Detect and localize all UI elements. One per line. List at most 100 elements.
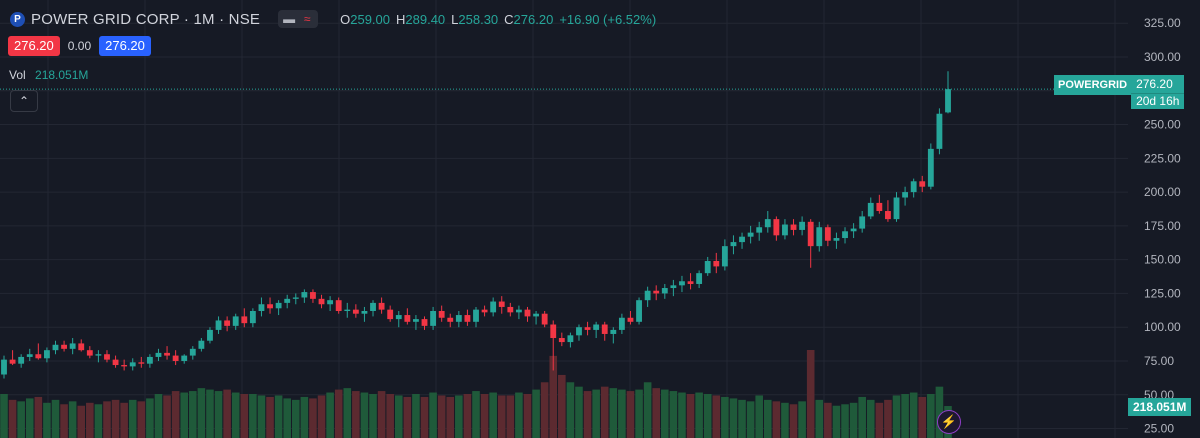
- volume-bar: [661, 389, 669, 438]
- candle-body: [610, 329, 617, 334]
- candle-body: [395, 315, 402, 320]
- volume-bar: [43, 402, 51, 438]
- volume-bar: [300, 396, 309, 438]
- candle-body: [661, 288, 668, 294]
- ohlc-values: O259.00 H289.40 L258.30 C276.20 +16.90 (…: [340, 12, 656, 27]
- volume-bar: [781, 402, 789, 438]
- price-tick-label: 300.00: [1144, 50, 1181, 64]
- lightning-icon[interactable]: ⚡: [937, 410, 961, 434]
- candle-body: [902, 192, 909, 198]
- volume-bar: [789, 404, 798, 438]
- ohlc-close-value: 276.20: [513, 11, 554, 27]
- candle-body: [824, 227, 831, 241]
- candle-body: [361, 310, 368, 314]
- chart-toggle-group: ▬ ≈: [278, 10, 319, 28]
- candle-body: [181, 355, 188, 361]
- volume-legend-label: Vol: [9, 68, 26, 82]
- volume-bar: [163, 395, 171, 438]
- candle-body: [696, 273, 703, 284]
- symbol-header: P POWER GRID CORP · 1M · NSE ▬ ≈ O259.00…: [10, 10, 656, 28]
- ohlc-open-value: 259.00: [350, 11, 390, 27]
- candle-body: [687, 281, 694, 284]
- volume-bar: [721, 396, 729, 438]
- volume-bar: [592, 389, 600, 438]
- volume-bar: [497, 395, 506, 438]
- volume-bar: [815, 399, 824, 438]
- candle-body: [515, 309, 522, 313]
- volume-bar: [317, 395, 326, 438]
- volume-bar: [463, 394, 472, 438]
- price-tick-label: 225.00: [1144, 151, 1181, 165]
- bar-countdown: 20d 16h: [1131, 93, 1185, 109]
- candle-body: [370, 302, 376, 311]
- volume-bar: [171, 391, 180, 438]
- candle-body: [627, 317, 634, 322]
- volume-bar: [86, 402, 94, 438]
- volume-bar: [446, 396, 455, 438]
- sell-button[interactable]: 276.20: [8, 36, 60, 56]
- candle-body: [790, 224, 797, 230]
- volume-bar: [326, 392, 334, 438]
- volume-bar: [334, 389, 343, 438]
- volume-bar: [137, 401, 146, 438]
- volume-bar: [772, 401, 781, 438]
- candle-body: [704, 261, 711, 274]
- candle-body: [833, 238, 840, 241]
- candle-body: [9, 359, 16, 364]
- minus-icon[interactable]: ▬: [283, 12, 296, 26]
- volume-bar: [909, 392, 918, 438]
- symbol-title[interactable]: POWER GRID CORP · 1M · NSE: [31, 10, 261, 28]
- volume-bar: [103, 401, 111, 438]
- volume-bar: [566, 382, 575, 438]
- candle-body: [1, 359, 7, 375]
- chevron-up-icon: ⌃: [18, 94, 30, 108]
- candle-body: [842, 231, 848, 239]
- candle-body: [464, 315, 471, 322]
- volume-bar: [369, 394, 377, 438]
- volume-bar: [532, 389, 540, 438]
- candle-body: [507, 306, 514, 313]
- candle-body: [636, 300, 642, 322]
- candle-body: [52, 344, 59, 351]
- candle-body: [550, 324, 557, 339]
- volume-bar: [34, 396, 43, 438]
- price-tick-label: 250.00: [1144, 118, 1181, 132]
- volume-bar: [489, 392, 497, 438]
- volume-bar: [892, 395, 901, 438]
- volume-bar: [206, 389, 214, 438]
- volume-legend-value: 218.051M: [35, 68, 89, 82]
- collapse-legend-button[interactable]: ⌃: [10, 90, 38, 112]
- quote-buttons: 276.20 0.00 276.20: [8, 36, 151, 56]
- candle-body: [310, 292, 316, 299]
- volume-bar: [703, 394, 712, 438]
- candle-body: [164, 352, 170, 356]
- wave-icon[interactable]: ≈: [303, 12, 311, 26]
- candle-body: [945, 89, 951, 113]
- candle-body: [816, 227, 823, 247]
- buy-button[interactable]: 276.20: [99, 36, 151, 56]
- volume-bar: [197, 388, 206, 438]
- candle-body: [799, 221, 806, 230]
- company-logo-icon: P: [10, 11, 25, 27]
- volume-bar: [223, 389, 231, 438]
- volume-bar: [626, 391, 635, 438]
- candle-body: [782, 224, 788, 236]
- volume-bar: [884, 399, 892, 438]
- candle-body: [773, 219, 780, 236]
- candle-body: [352, 309, 359, 314]
- ohlc-high-key: H: [396, 11, 406, 27]
- candle-body: [43, 350, 50, 359]
- volume-bar: [935, 386, 944, 438]
- volume-bar: [849, 402, 858, 438]
- price-tick-label: 325.00: [1144, 16, 1181, 30]
- candle-body: [292, 297, 299, 299]
- volume-bar: [257, 395, 266, 438]
- volume-bar: [798, 401, 806, 438]
- candle-body: [249, 310, 256, 324]
- volume-bar: [678, 392, 686, 438]
- price-tick-label: 25.00: [1144, 422, 1174, 436]
- volume-bar: [352, 391, 360, 438]
